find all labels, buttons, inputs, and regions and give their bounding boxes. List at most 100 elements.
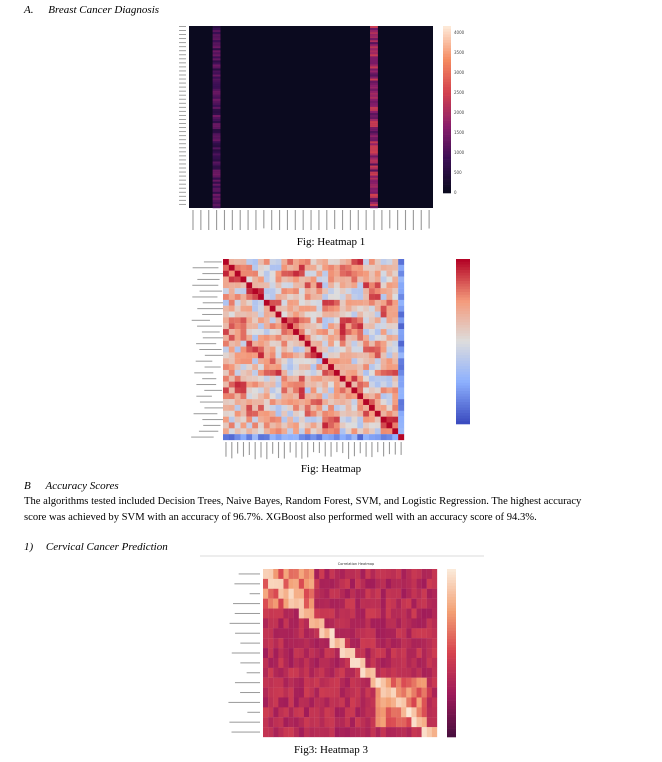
heatmap-2-cell xyxy=(234,346,241,353)
heatmap-1-row-tick-label xyxy=(179,159,186,161)
heatmap-3-cell xyxy=(339,687,346,698)
heatmap-3-cell xyxy=(303,618,310,629)
heatmap-2-cell xyxy=(293,381,300,388)
heatmap-3-cell xyxy=(406,687,412,698)
heatmap-2-cell xyxy=(252,340,259,347)
heatmap-3-cell xyxy=(329,638,335,649)
heatmap-3-cell xyxy=(334,648,340,659)
heatmap-1-colorbar-segment xyxy=(443,34,451,38)
heatmap-2-cell xyxy=(310,323,317,330)
heatmap-3-cell xyxy=(365,657,371,668)
heatmap-3-cell xyxy=(385,677,392,688)
heatmap-3-cell xyxy=(370,687,376,698)
heatmap-2-cell xyxy=(386,264,393,271)
heatmap-2-colorbar-segment xyxy=(456,316,470,320)
heatmap-3-cell xyxy=(431,598,438,609)
heatmap-2-cell xyxy=(252,294,259,301)
heatmap-3-cell xyxy=(406,588,412,599)
heatmap-2-cell xyxy=(298,352,305,359)
heatmap-3-cell xyxy=(426,618,433,629)
heatmap-3-cell xyxy=(401,707,407,718)
heatmap-2-cell xyxy=(263,358,270,365)
heatmap-2-cell xyxy=(368,340,375,347)
heatmap-1-colorbar-segment xyxy=(443,56,451,60)
heatmap-3-cell xyxy=(401,638,407,649)
heatmap-3-cell xyxy=(355,578,361,589)
heatmap-3-colorbar-segment xyxy=(447,580,456,584)
heatmap-2-cell xyxy=(333,340,340,347)
heatmap-2-cell xyxy=(234,282,241,289)
heatmap-2-cell xyxy=(234,422,241,429)
heatmap-2-cell xyxy=(316,288,323,295)
heatmap-1-colorbar-segment xyxy=(443,76,451,80)
heatmap-2-cell xyxy=(240,270,247,277)
heatmap-1-cell xyxy=(370,84,378,87)
heatmap-3-cell xyxy=(283,598,289,609)
heatmap-2-cell xyxy=(223,381,229,388)
heatmap-2-cell xyxy=(316,282,323,289)
heatmap-1-colorbar-segment xyxy=(443,117,451,121)
heatmap-3-cell xyxy=(298,677,305,688)
heatmap-2-cell xyxy=(368,299,375,306)
section-c-heading: 1) Cervical Cancer Prediction xyxy=(24,541,168,553)
paragraph-line-2: score was achieved by SVM with an accura… xyxy=(24,512,537,523)
heatmap-2-cell xyxy=(328,387,335,394)
heatmap-3-cell xyxy=(319,687,325,698)
heatmap-2-cell xyxy=(322,288,329,295)
heatmap-3-cell xyxy=(350,687,356,698)
heatmap-3-cell xyxy=(421,628,427,639)
heatmap-2-column-tick-label xyxy=(266,442,268,460)
heatmap-2-cell xyxy=(228,422,235,429)
heatmap-2-cell xyxy=(316,404,323,411)
heatmap-3-cell xyxy=(334,618,340,629)
heatmap-3-cell xyxy=(431,687,438,698)
heatmap-3-cell xyxy=(380,648,386,659)
heatmap-3-colorbar-segment xyxy=(447,653,456,657)
heatmap-2-cell xyxy=(263,416,270,423)
heatmap-3-cell xyxy=(416,628,422,639)
heatmap-2-cell xyxy=(368,264,375,271)
heatmap-3-cell xyxy=(380,667,386,678)
heatmap-3-cell xyxy=(375,608,381,619)
heatmap-1-cell xyxy=(370,38,378,41)
heatmap-2-cell xyxy=(398,282,405,289)
heatmap-3-cell xyxy=(396,569,402,580)
heatmap-2-cell xyxy=(357,393,364,400)
heatmap-3-cell xyxy=(344,628,351,639)
heatmap-2-cell xyxy=(363,393,370,400)
heatmap-2-cell xyxy=(228,352,235,359)
heatmap-3-cell xyxy=(344,667,351,678)
heatmap-2-cell xyxy=(380,381,387,388)
heatmap-2-cell xyxy=(304,340,311,347)
heatmap-2-cell xyxy=(252,428,259,435)
heatmap-2-cell xyxy=(240,375,247,382)
heatmap-2-cell xyxy=(310,329,317,336)
heatmap-3-cell xyxy=(431,628,438,639)
heatmap-2-cell xyxy=(228,387,235,394)
heatmap-2-cell xyxy=(392,264,399,271)
heatmap-2-colorbar-segment xyxy=(456,275,470,279)
heatmap-1-row-tick-label xyxy=(179,183,186,185)
heatmap-3-cell xyxy=(319,569,325,580)
heatmap-2-cell xyxy=(386,404,393,411)
heatmap-3-cell xyxy=(319,608,325,619)
heatmap-2-cell xyxy=(275,358,282,365)
heatmap-2-cell xyxy=(374,329,381,336)
heatmap-3-cell xyxy=(390,677,397,688)
heatmap-2-cell xyxy=(281,410,288,417)
heatmap-2-cell xyxy=(310,311,317,318)
heatmap-2-cell xyxy=(310,346,317,353)
heatmap-3-colorbar-segment xyxy=(447,703,456,707)
heatmap-2-cell xyxy=(246,434,253,441)
heatmap-3-colorbar-segment xyxy=(447,667,456,671)
heatmap-2-cell xyxy=(380,323,387,330)
heatmap-2-cell xyxy=(386,364,393,371)
heatmap-3-cell xyxy=(334,667,340,678)
heatmap-2-cell xyxy=(263,399,270,406)
heatmap-1-cell xyxy=(370,177,378,180)
heatmap-3-colorbar-segment xyxy=(447,683,456,687)
heatmap-1-colorbar-segment xyxy=(443,84,451,88)
heatmap-1-row-tick-label xyxy=(179,155,186,157)
heatmap-2-cell xyxy=(228,410,235,417)
heatmap-3-cell xyxy=(324,697,330,708)
